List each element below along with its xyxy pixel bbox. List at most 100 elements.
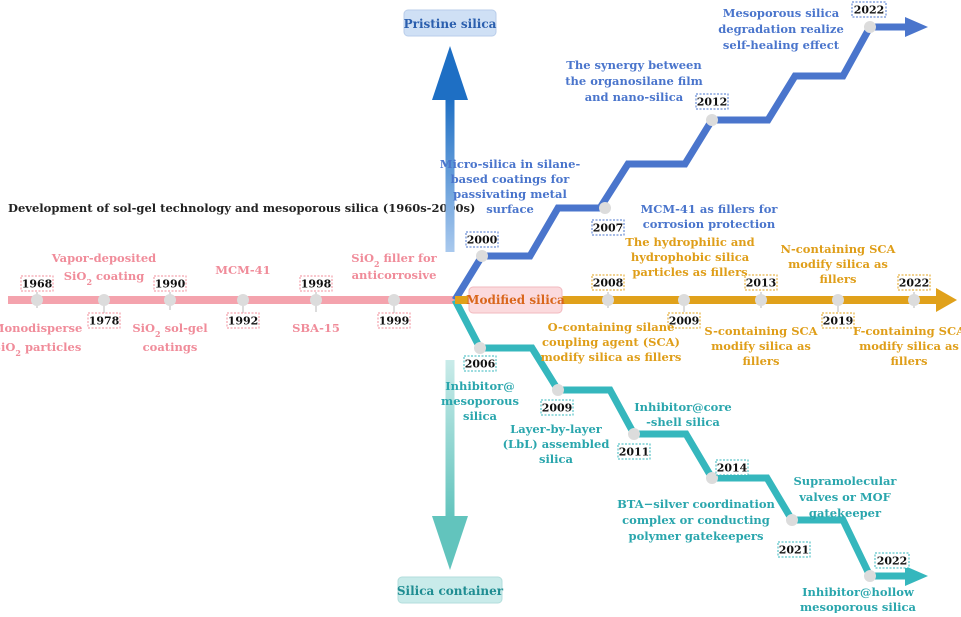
event-2022-blue: 2022 Mesoporous silica degradation reali… — [718, 1, 887, 52]
timeline-dot — [678, 294, 690, 306]
event-label: modify silica as — [711, 339, 811, 353]
container-arrow — [432, 360, 468, 570]
year-label: 2022 — [899, 277, 930, 290]
event-label: modify silica as fillers — [541, 350, 682, 364]
event-label: The synergy between — [566, 58, 702, 72]
year-label: 2014 — [717, 462, 748, 475]
timeline-dot — [706, 114, 718, 126]
timeline-dot — [237, 294, 249, 306]
timeline-dot — [832, 294, 844, 306]
event-label: Monodisperse — [0, 321, 82, 335]
event-label: anticorrosive — [352, 268, 437, 282]
timeline-dot — [786, 514, 798, 526]
year-label: 1992 — [228, 315, 259, 328]
event-2009-teal: 2009 Layer-by-layer (LbL) assembled sili… — [503, 384, 610, 466]
timeline-dot — [706, 472, 718, 484]
event-2019: 2019 N-containing SCA modify silica as f… — [781, 242, 897, 329]
event-label: and nano-silica — [585, 90, 684, 104]
silica-container-label: Silica container — [397, 584, 504, 598]
gold-timeline — [455, 288, 957, 312]
event-label: modify silica as — [859, 339, 959, 353]
event-label: MCM-41 as fillers for — [641, 202, 779, 216]
pink-timeline — [8, 296, 454, 304]
year-label: 2013 — [746, 277, 777, 290]
blue-timeline — [452, 17, 928, 302]
timeline-dot — [599, 202, 611, 214]
event-label: corrosion protection — [643, 217, 776, 231]
event-label: fillers — [820, 272, 857, 286]
event-2008: 2008 The hydrophilic and hydrophobic sil… — [591, 235, 755, 308]
event-label: (LbL) assembled — [503, 437, 610, 451]
event-2006: 2006 Inhibitor@ mesoporous silica — [441, 342, 519, 423]
event-label: mesoporous silica — [800, 600, 916, 613]
event-label: SiO2 sol-gel — [132, 321, 208, 339]
event-label: Micro-silica in silane- — [440, 157, 581, 171]
event-2022-gold: 2022 F-containing SCA modify silica as f… — [853, 274, 961, 368]
pink-events: 1968 Monodisperse SiO2 particles 1978 Va… — [0, 251, 438, 358]
event-label: coupling agent (SCA) — [542, 335, 680, 349]
event-label: self-healing effect — [723, 38, 840, 52]
event-2011: 2011 Inhibitor@core -shell silica — [617, 400, 732, 460]
pristine-arrow — [432, 46, 468, 252]
year-label: 1990 — [155, 278, 186, 291]
year-label: 2019 — [823, 315, 854, 328]
event-label: N-containing SCA — [781, 242, 897, 256]
event-label: Inhibitor@ — [445, 379, 514, 393]
event-label: Mesoporous silica — [723, 6, 840, 20]
timeline-dot — [474, 342, 486, 354]
event-label: MCM-41 — [215, 263, 270, 277]
year-label: 2022 — [877, 555, 908, 568]
year-label: 2000 — [467, 234, 498, 247]
timeline-dot — [552, 384, 564, 396]
timeline-dot — [98, 294, 110, 306]
timeline-dot — [628, 428, 640, 440]
year-label: 2006 — [465, 358, 496, 371]
event-label: the organosilane film — [565, 74, 703, 88]
event-label: SiO2 coating — [64, 269, 145, 287]
timeline-dot — [476, 250, 488, 262]
event-2007: 2007 MCM-41 as fillers for corrosion pro… — [591, 202, 779, 236]
teal-timeline — [451, 298, 928, 586]
event-label: SiO2 particles — [0, 340, 81, 358]
year-label: 1999 — [379, 315, 410, 328]
teal-events: 2006 Inhibitor@ mesoporous silica 2009 L… — [441, 342, 917, 614]
event-label: Inhibitor@hollow — [802, 585, 915, 599]
year-label: 2008 — [593, 277, 624, 290]
timeline-dot — [908, 294, 920, 306]
event-1978: 1978 Vapor-deposited SiO2 coating — [51, 251, 156, 329]
event-label: complex or conducting — [622, 513, 770, 527]
event-2021: 2021 Supramolecular valves or MOF gateke… — [777, 474, 897, 558]
event-label: based coatings for — [451, 172, 571, 186]
event-label: modify silica as — [788, 257, 888, 271]
event-2014: 2014 BTA−silver coordination complex or … — [617, 459, 776, 543]
year-label: 2009 — [669, 315, 700, 328]
timeline-dot — [864, 570, 876, 582]
event-label: -shell silica — [646, 415, 720, 429]
event-label: polymer gatekeepers — [629, 529, 764, 543]
year-label: 2022 — [854, 4, 885, 17]
event-label: fillers — [743, 354, 780, 368]
event-label: The hydrophilic and — [625, 235, 754, 249]
silica-container-box: Silica container — [397, 576, 504, 604]
event-1990: 1990 SiO2 sol-gel coatings — [132, 275, 208, 354]
event-2022-teal: 2022 Inhibitor@hollow mesoporous silica — [800, 552, 917, 614]
event-label: degradation realize — [718, 22, 844, 36]
event-label: coatings — [143, 340, 198, 354]
event-label: S-containing SCA — [704, 324, 818, 338]
event-1968: 1968 Monodisperse SiO2 particles — [0, 275, 82, 358]
diagram-header: Development of sol-gel technology and me… — [8, 201, 475, 215]
event-label: hydrophobic silica — [631, 250, 750, 264]
timeline-dot — [864, 21, 876, 33]
event-label: O-containing silane — [548, 320, 675, 334]
year-label: 1998 — [301, 278, 332, 291]
event-1998: 1998 SBA-15 — [292, 275, 340, 335]
event-label: silica — [463, 409, 498, 423]
blue-events: 2000 Micro-silica in silane- based coati… — [440, 1, 887, 262]
event-label: surface — [486, 202, 534, 216]
timeline-dot — [602, 294, 614, 306]
timeline-dot — [388, 294, 400, 306]
year-label: 2009 — [542, 402, 573, 415]
event-label: fillers — [891, 354, 928, 368]
timeline-dot — [755, 294, 767, 306]
